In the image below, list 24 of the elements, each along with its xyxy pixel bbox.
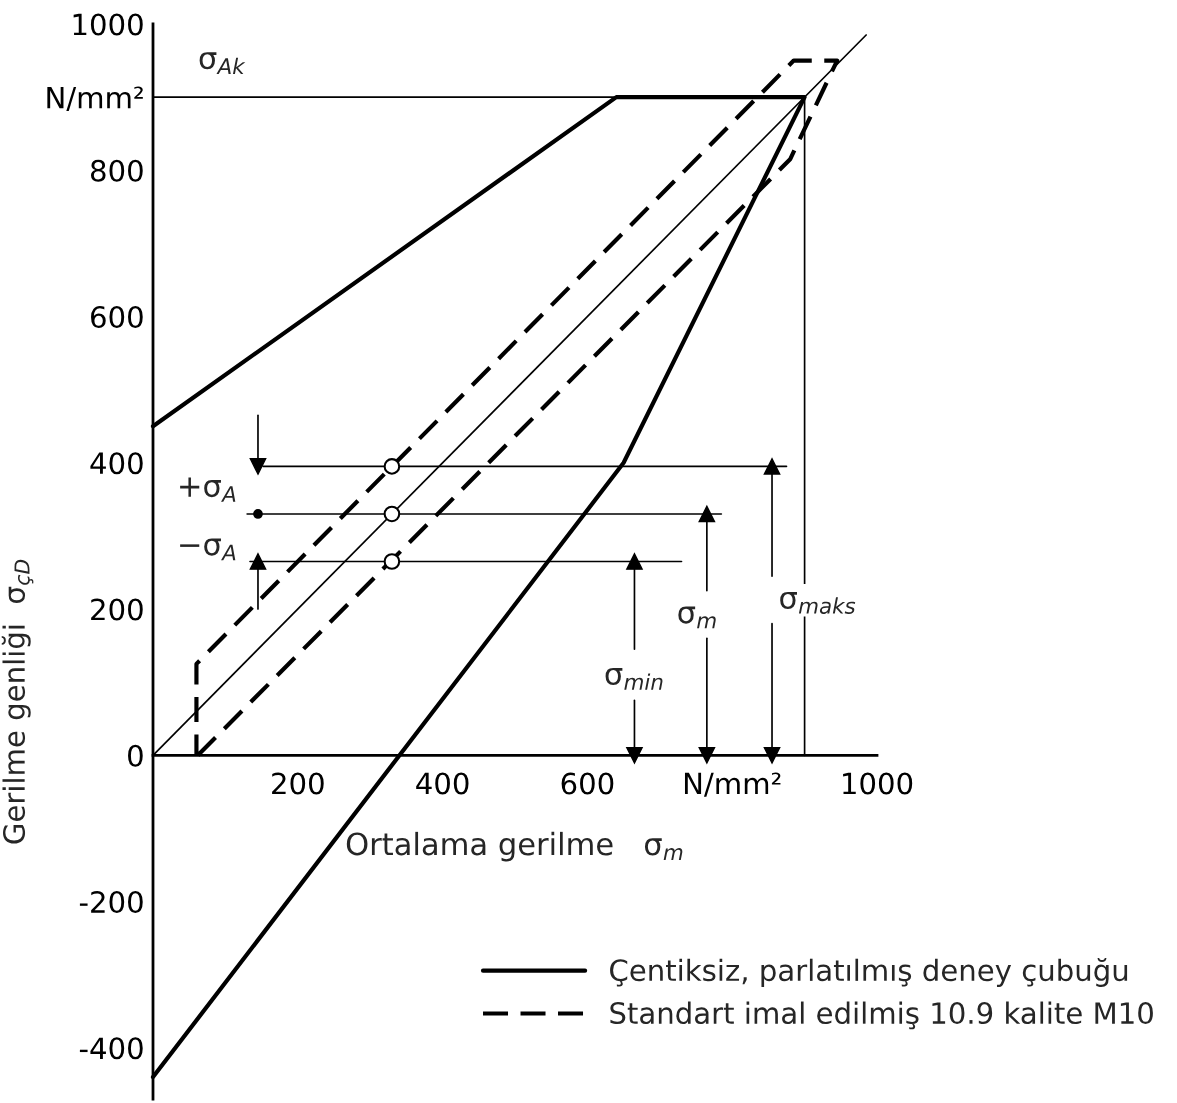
- x-axis-title: Ortalama gerilme σ$_{m}$: [346, 831, 683, 862]
- annotation: σ$_{Ak}$: [199, 52, 246, 74]
- legend-label: Standart imal edilmiş 10.9 kalite M10: [610, 1001, 1153, 1030]
- y-tick-label: 1000: [73, 13, 143, 36]
- x-tick-label: 200: [272, 772, 324, 795]
- annotation: σ$_{m}$: [678, 606, 716, 629]
- annotation: −σ$_{A}$: [180, 538, 236, 561]
- x-tick-label: 400: [416, 772, 469, 795]
- y-axis-title: Gerilme genliği σ$_{çD}$: [1, 559, 34, 844]
- x-tick-label: 1000: [843, 772, 913, 795]
- y-tick-label: 800: [90, 159, 143, 182]
- legend-label: Çentiksiz, parlatılmış deney çubuğu: [610, 957, 1128, 987]
- y-tick-label: -200: [79, 890, 143, 914]
- x-tick-label: N/mm²: [684, 772, 781, 797]
- annotation: +σ$_{A}$: [180, 477, 236, 502]
- y-tick-label: 400: [90, 452, 143, 475]
- annotation: σ$_{maks}$: [780, 591, 856, 614]
- annotation: σ$_{min}$: [605, 667, 663, 690]
- x-tick-label: 600: [561, 772, 614, 795]
- y-tick-label: 600: [91, 305, 143, 329]
- y-tick-label: N/mm²: [47, 86, 143, 111]
- y-tick-label: 200: [91, 598, 143, 621]
- y-tick-label: -400: [79, 1037, 143, 1060]
- y-tick-label: 0: [128, 744, 143, 767]
